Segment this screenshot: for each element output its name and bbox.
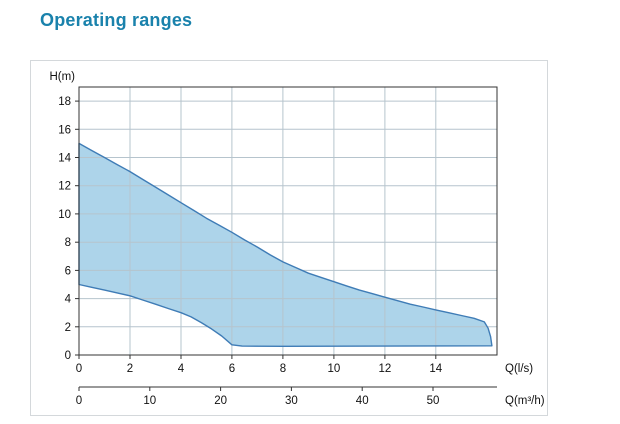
svg-text:14: 14 [58,153,71,165]
svg-text:12: 12 [58,181,71,193]
svg-text:8: 8 [280,363,286,375]
svg-text:6: 6 [65,265,71,277]
svg-text:6: 6 [229,363,235,375]
svg-text:0: 0 [76,363,82,375]
svg-text:40: 40 [356,395,369,407]
svg-text:0: 0 [65,350,71,362]
svg-text:30: 30 [285,395,298,407]
svg-text:16: 16 [58,124,71,136]
svg-text:2: 2 [65,322,71,334]
svg-text:14: 14 [429,363,442,375]
operating-range-chart-svg: 0 2 4 6 8 10 12 14 16 18 0 2 4 6 8 10 12 14 Q(l/s) 0 10 20 30 4… [49,71,545,407]
svg-text:18: 18 [58,96,71,108]
svg-text:10: 10 [143,395,156,407]
svg-text:2: 2 [127,363,133,375]
svg-text:8: 8 [65,237,71,249]
svg-text:H(m): H(m) [49,71,75,83]
svg-text:4: 4 [178,363,185,375]
svg-text:4: 4 [65,294,72,306]
operating-range-chart: 0 2 4 6 8 10 12 14 16 18 0 2 4 6 8 10 12 14 Q(l/s) 0 10 20 30 4… [30,60,548,416]
svg-text:10: 10 [328,363,341,375]
svg-text:20: 20 [214,395,227,407]
svg-text:Q(m³/h): Q(m³/h) [505,395,545,407]
svg-text:10: 10 [58,209,71,221]
svg-text:Q(l/s): Q(l/s) [505,363,533,375]
svg-text:0: 0 [76,395,82,407]
page-title: Operating ranges [40,10,193,30]
svg-text:12: 12 [379,363,392,375]
svg-text:50: 50 [427,395,440,407]
